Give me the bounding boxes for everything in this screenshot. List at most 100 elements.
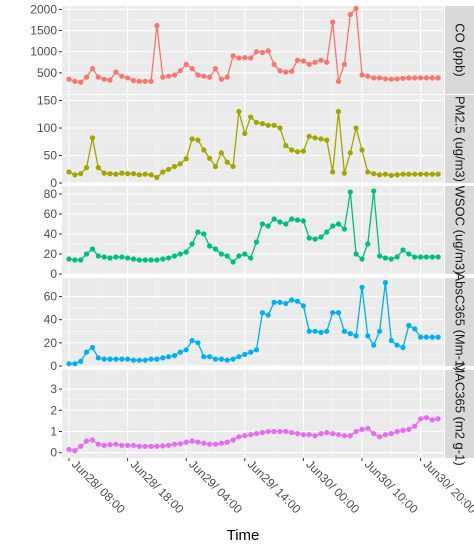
y-tick-label: 80	[44, 187, 58, 201]
data-point	[66, 446, 72, 453]
data-point	[89, 66, 96, 72]
data-point	[412, 423, 418, 429]
data-point	[242, 251, 248, 257]
series-line	[69, 282, 439, 365]
data-point	[289, 216, 295, 222]
data-point	[177, 349, 183, 355]
data-point	[189, 66, 195, 72]
data-point	[201, 354, 207, 360]
data-point	[429, 171, 435, 177]
data-point	[271, 428, 277, 435]
y-tick-label: 0	[50, 446, 57, 460]
data-point	[371, 75, 377, 81]
data-point	[84, 438, 90, 444]
x-axis: Jun28/ 08:00 Jun28/ 18:00 Jun29/ 04:00 Jun2…	[68, 457, 474, 516]
x-tick-label: Jun30/ 20:00	[420, 457, 474, 516]
data-point	[166, 166, 172, 172]
data-point	[253, 49, 260, 55]
data-point	[113, 69, 119, 75]
data-point	[242, 130, 248, 137]
data-point	[259, 121, 265, 127]
data-point	[418, 416, 424, 422]
data-point	[341, 170, 347, 176]
data-point	[330, 310, 336, 316]
data-point	[277, 219, 283, 225]
data-point	[265, 428, 271, 435]
data-point	[406, 251, 412, 257]
data-point	[418, 171, 424, 177]
data-point	[142, 78, 148, 84]
data-point	[242, 433, 248, 439]
y-tick-label: 40	[44, 227, 58, 241]
data-point	[283, 143, 289, 149]
y-tick-label: 60	[44, 207, 58, 221]
data-point	[400, 427, 406, 433]
data-point	[130, 171, 137, 177]
data-point	[195, 340, 201, 346]
data-point	[248, 349, 254, 355]
panel-background	[62, 95, 444, 183]
data-point	[271, 122, 277, 128]
facet-strip-label: PM2.5 (ug/m3)	[453, 96, 468, 182]
data-point	[166, 442, 172, 448]
data-point	[259, 430, 265, 436]
data-point	[107, 356, 113, 362]
data-point	[248, 432, 254, 438]
data-point	[418, 75, 424, 81]
data-point	[236, 354, 242, 360]
data-point	[306, 432, 312, 438]
data-point	[72, 448, 78, 454]
data-point	[300, 303, 306, 309]
data-point	[435, 254, 441, 260]
data-point	[78, 171, 84, 177]
data-point	[212, 246, 219, 252]
data-point	[160, 355, 166, 361]
data-point	[136, 78, 142, 84]
data-point	[84, 349, 90, 355]
x-tick-label: Jun30/ 00:00	[303, 457, 362, 516]
data-point	[253, 347, 260, 353]
data-point	[318, 234, 324, 240]
data-point	[371, 342, 377, 348]
data-point	[353, 5, 359, 12]
data-point	[382, 76, 388, 82]
data-point	[382, 280, 388, 286]
data-point	[412, 326, 418, 332]
data-point	[236, 108, 242, 115]
data-point	[183, 347, 189, 353]
data-point	[330, 431, 336, 437]
data-point	[330, 223, 336, 229]
data-point	[113, 441, 119, 447]
data-point	[66, 76, 72, 82]
data-point	[400, 75, 406, 81]
data-point	[66, 169, 72, 175]
data-point	[207, 74, 213, 80]
panel-background	[62, 186, 444, 274]
data-point	[101, 76, 107, 82]
data-point	[300, 218, 306, 224]
data-point	[429, 75, 435, 81]
data-point	[183, 439, 189, 445]
data-point	[283, 221, 289, 227]
data-point	[95, 74, 101, 80]
data-point	[236, 55, 242, 61]
data-point	[365, 425, 371, 431]
data-point	[142, 257, 148, 263]
data-point	[306, 61, 312, 67]
data-point	[195, 439, 201, 445]
y-tick-label: 2	[50, 403, 57, 417]
data-point	[119, 442, 125, 448]
data-point	[66, 256, 72, 262]
data-point	[107, 442, 113, 448]
data-point	[230, 259, 236, 265]
data-point	[283, 300, 289, 307]
data-point	[312, 135, 318, 141]
data-point	[130, 442, 137, 448]
data-point	[429, 334, 435, 340]
data-point	[119, 170, 125, 176]
data-point	[300, 148, 306, 154]
facet-strip	[445, 6, 474, 94]
data-point	[84, 165, 90, 171]
data-point	[312, 433, 318, 439]
data-point	[166, 354, 172, 360]
